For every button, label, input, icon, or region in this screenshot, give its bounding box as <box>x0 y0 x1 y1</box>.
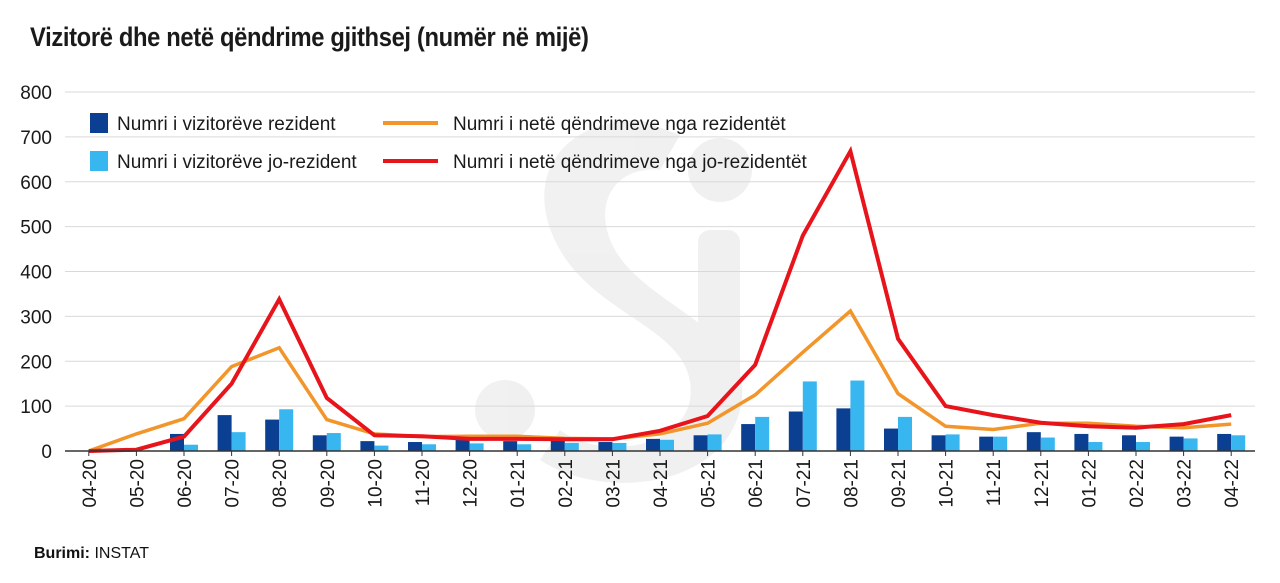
y-tick-label: 300 <box>20 307 52 328</box>
bar <box>1040 437 1055 451</box>
x-tick-label: 10-21 <box>937 459 958 508</box>
bar <box>184 444 198 451</box>
watermark-logo <box>475 120 752 483</box>
bar <box>660 439 674 451</box>
bar <box>993 436 1008 451</box>
bar <box>945 434 960 451</box>
x-tick-label: 03-21 <box>603 459 624 508</box>
legend-item: Numri i netë qëndrimeve nga rezidentët <box>383 114 786 135</box>
x-tick-label: 09-21 <box>889 459 910 508</box>
x-tick-label: 11-21 <box>984 459 1005 506</box>
bar <box>564 442 579 451</box>
bar <box>612 442 627 451</box>
bar <box>1217 433 1232 451</box>
source-value: INSTAT <box>94 545 149 562</box>
y-tick-label: 400 <box>20 263 52 284</box>
x-tick-label: 07-21 <box>794 459 815 508</box>
x-tick-label: 06-20 <box>175 459 196 508</box>
legend-label: Numri i netë qëndrimeve nga rezidentët <box>453 114 786 135</box>
bar <box>469 443 484 451</box>
x-tick-label: 01-22 <box>1079 459 1100 508</box>
bar <box>360 441 375 451</box>
x-tick-label: 04-21 <box>651 459 672 508</box>
legend-item: Numri i vizitorëve rezident <box>90 113 336 135</box>
bar <box>1074 433 1089 451</box>
bar <box>884 428 898 451</box>
bar <box>422 444 436 451</box>
bar <box>312 435 327 451</box>
legend-item: Numri i vizitorëve jo-rezident <box>90 151 357 173</box>
bar <box>598 442 613 451</box>
x-tick-label: 05-20 <box>127 459 148 508</box>
bar <box>517 444 532 451</box>
x-tick-label: 02-21 <box>556 459 577 508</box>
bar <box>1231 435 1246 451</box>
legend-label: Numri i vizitorëve jo-rezident <box>117 152 357 173</box>
bar <box>693 435 708 451</box>
x-tick-label: 10-20 <box>365 459 386 508</box>
bar <box>802 381 817 451</box>
y-tick-label: 100 <box>20 397 52 418</box>
bar <box>741 424 756 451</box>
series-line <box>88 145 1232 453</box>
bar <box>1122 435 1136 451</box>
bar <box>231 432 246 451</box>
x-tick-label: 09-20 <box>318 459 339 508</box>
bar <box>217 415 232 451</box>
x-tick-label: 08-21 <box>841 459 862 508</box>
bar <box>850 380 865 451</box>
bar <box>265 419 280 451</box>
y-tick-label: 200 <box>20 352 52 373</box>
chart-title: Vizitorë dhe netë qëndrime gjithsej (num… <box>30 22 589 52</box>
y-tick-label: 500 <box>20 218 52 239</box>
legend-label: Numri i vizitorëve rezident <box>117 114 336 135</box>
legend-item: Numri i netë qëndrimeve nga jo-rezidentë… <box>383 152 808 173</box>
x-tick-label: 03-22 <box>1175 459 1196 508</box>
bar <box>503 441 518 451</box>
source-label: Burimi: <box>34 545 90 562</box>
bar <box>455 439 470 451</box>
x-tick-label: 04-22 <box>1222 459 1243 508</box>
bar <box>898 416 912 451</box>
bar <box>788 411 803 451</box>
bar <box>408 442 422 451</box>
x-tick-label: 04-20 <box>80 459 101 508</box>
bar <box>326 433 341 451</box>
bar <box>707 434 722 451</box>
legend-swatch <box>90 151 108 171</box>
legend-swatch <box>90 113 108 133</box>
x-tick-label: 01-21 <box>508 459 529 508</box>
x-tick-label: 12-21 <box>1032 459 1053 508</box>
bar <box>1169 436 1184 451</box>
y-tick-label: 800 <box>20 83 52 104</box>
x-tick-label: 07-20 <box>223 459 244 508</box>
bar <box>646 438 660 451</box>
bar <box>374 445 389 451</box>
x-tick-label: 05-21 <box>699 459 720 508</box>
x-tick-label: 12-20 <box>461 459 482 508</box>
bar <box>279 409 294 451</box>
bar <box>1088 442 1103 451</box>
bar <box>1136 442 1150 451</box>
bar <box>931 435 946 451</box>
bar <box>979 436 994 451</box>
x-tick-label: 02-22 <box>1127 459 1148 508</box>
x-tick-label: 08-20 <box>270 459 291 508</box>
bar <box>836 408 851 451</box>
y-tick-label: 600 <box>20 173 52 194</box>
bar <box>550 440 565 451</box>
x-tick-label: 11-20 <box>413 459 434 506</box>
bar <box>1183 438 1198 451</box>
chart: 0 100 200 300 400 500 600 700 800 04-20 05-20 06-20… <box>20 83 1255 508</box>
legend-label: Numri i netë qëndrimeve nga jo-rezidentë… <box>453 152 808 173</box>
y-tick-label: 700 <box>20 128 52 149</box>
x-tick-label: 06-21 <box>746 459 767 508</box>
bar <box>1026 432 1041 451</box>
bar <box>755 416 770 451</box>
y-tick-label: 0 <box>41 442 52 463</box>
source-note: Burimi: INSTAT <box>34 545 149 563</box>
bar-series <box>184 380 1246 451</box>
